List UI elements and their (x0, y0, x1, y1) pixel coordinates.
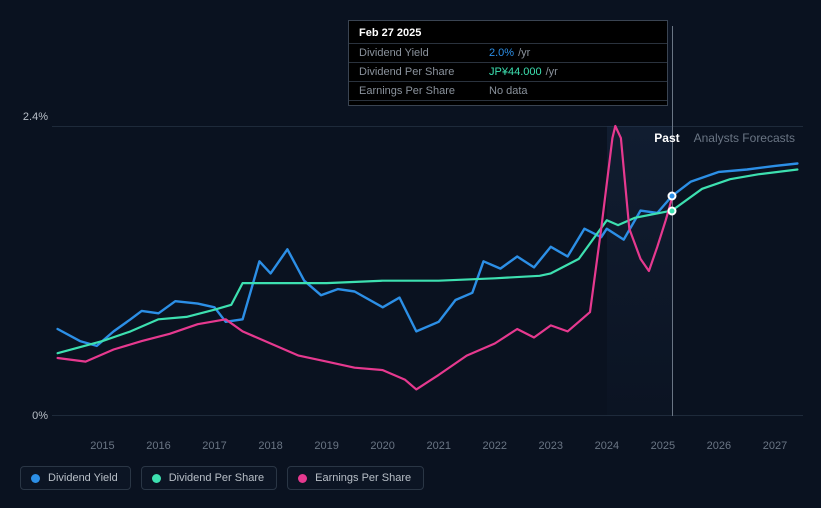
legend-dot-icon (152, 474, 161, 483)
series-marker (667, 192, 676, 201)
legend-label: Earnings Per Share (315, 472, 411, 484)
y-axis-label-max: 2.4% (23, 111, 48, 123)
x-tick-label: 2026 (707, 440, 731, 452)
x-axis-ticks: 2015 2016 2017 2018 2019 2020 2021 2022 2023 2024… (52, 440, 803, 454)
legend-dot-icon (298, 474, 307, 483)
x-tick-label: 2019 (314, 440, 338, 452)
x-tick-label: 2021 (426, 440, 450, 452)
x-tick-label: 2022 (483, 440, 507, 452)
x-tick-label: 2017 (202, 440, 226, 452)
y-axis-label-min: 0% (32, 410, 48, 422)
tooltip-date: Feb 27 2025 (349, 21, 667, 43)
tooltip-row-label: Dividend Per Share (359, 66, 489, 78)
x-tick-label: 2016 (146, 440, 170, 452)
legend-label: Dividend Yield (48, 472, 118, 484)
tooltip-row-label: Earnings Per Share (359, 85, 489, 97)
tooltip-row: Dividend Per ShareJP¥44.000/yr (349, 62, 667, 81)
tooltip-row-unit: /yr (546, 66, 558, 78)
legend-item-dividend-yield[interactable]: Dividend Yield (20, 466, 131, 490)
legend-dot-icon (31, 474, 40, 483)
chart-lines-svg (52, 126, 803, 416)
tab-forecasts[interactable]: Analysts Forecasts (694, 131, 795, 145)
x-tick-label: 2027 (763, 440, 787, 452)
legend-item-dividend-per-share[interactable]: Dividend Per Share (141, 466, 277, 490)
chart-tooltip: Feb 27 2025 Dividend Yield2.0%/yrDividen… (348, 20, 668, 106)
tooltip-row-value: JP¥44.000 (489, 66, 542, 78)
legend-item-earnings-per-share[interactable]: Earnings Per Share (287, 466, 424, 490)
tab-past[interactable]: Past (654, 131, 679, 145)
x-tick-label: 2020 (370, 440, 394, 452)
plot-area[interactable] (52, 126, 803, 416)
chart-container: 2.4% 0% PastAnalysts Forecasts 201520162… (0, 0, 821, 508)
x-tick-label: 2025 (651, 440, 675, 452)
x-tick-label: 2015 (90, 440, 114, 452)
series-marker (667, 206, 676, 215)
legend-label: Dividend Per Share (169, 472, 264, 484)
tooltip-row-value: 2.0% (489, 47, 514, 59)
x-tick-label: 2023 (539, 440, 563, 452)
tooltip-row: Dividend Yield2.0% /yr (349, 43, 667, 62)
x-tick-label: 2018 (258, 440, 282, 452)
chart-tabs: Past Analysts Forecasts (654, 131, 795, 145)
chart-legend: Dividend Yield Dividend Per Share Earnings… (20, 466, 424, 490)
tooltip-row: Earnings Per ShareNo data (349, 81, 667, 101)
tooltip-row-label: Dividend Yield (359, 47, 489, 59)
x-tick-label: 2024 (595, 440, 619, 452)
tooltip-row-unit: /yr (518, 47, 530, 59)
tooltip-row-value: No data (489, 85, 528, 97)
